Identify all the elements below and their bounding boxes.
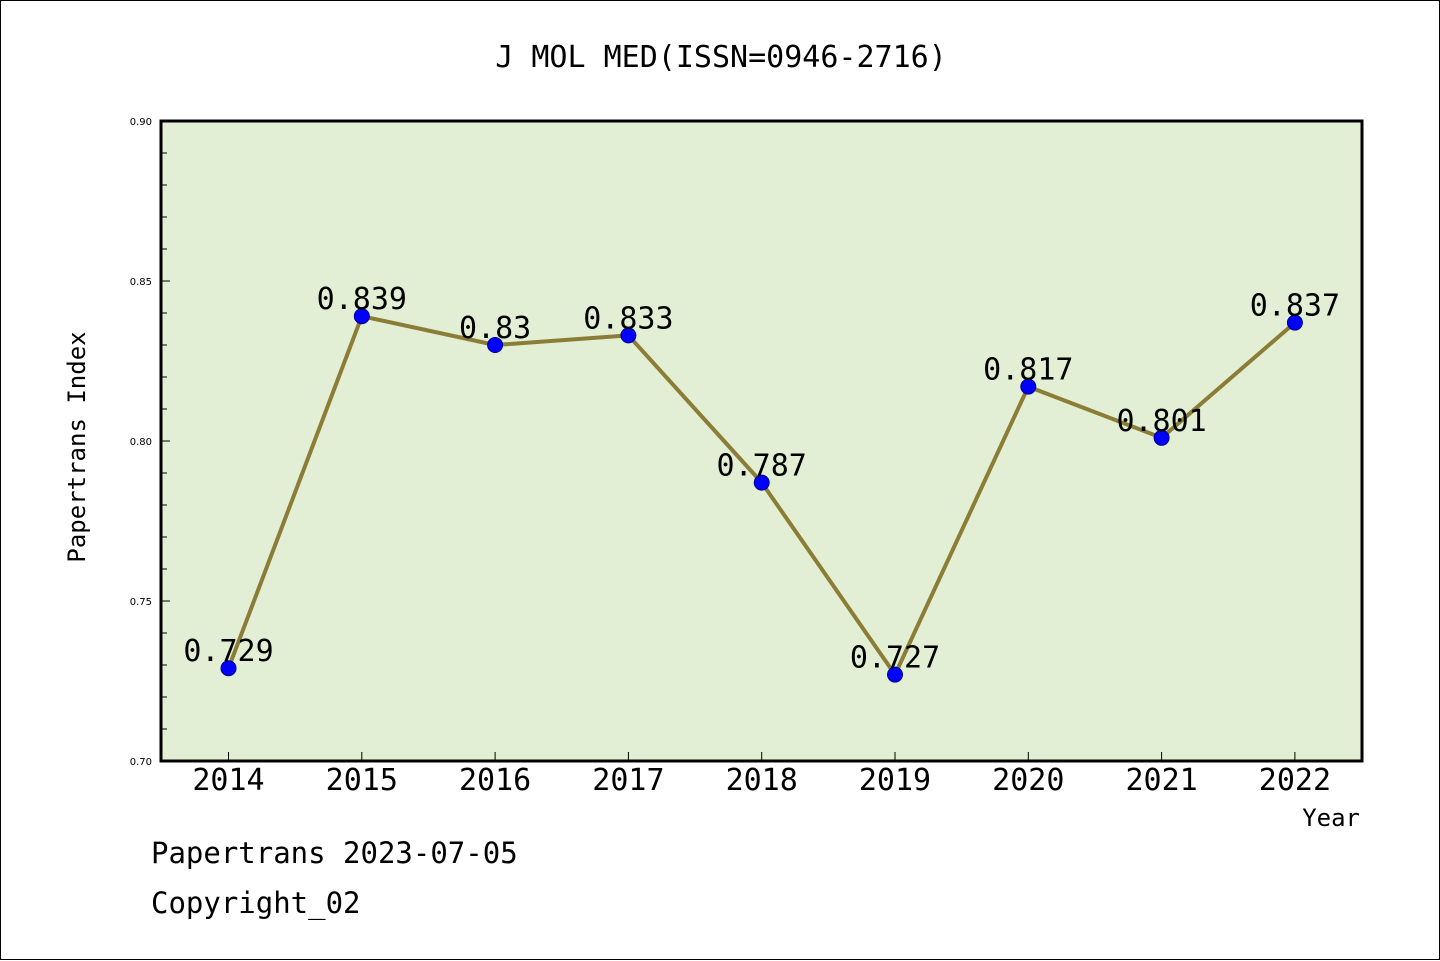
y-tick-label: 0.90 <box>130 117 152 128</box>
plot-area <box>159 119 1364 763</box>
x-tick-label: 2018 <box>726 763 798 798</box>
data-label: 0.787 <box>717 449 807 484</box>
data-label: 0.83 <box>459 311 531 346</box>
x-axis-ticks: 2014 2015 2016 2017 2018 2019 2020 2021 2022 <box>192 752 1331 798</box>
data-label: 0.837 <box>1250 289 1340 324</box>
x-tick-label: 2020 <box>992 763 1064 798</box>
x-axis-label: Year <box>1302 804 1360 832</box>
data-point <box>353 308 370 325</box>
data-point <box>1153 429 1170 446</box>
x-tick-label: 2019 <box>859 763 931 798</box>
x-tick-label: 2021 <box>1125 763 1197 798</box>
x-tick-label: 2022 <box>1259 763 1331 798</box>
data-point <box>753 474 770 491</box>
data-point <box>620 327 637 344</box>
footer-copyright: Copyright_02 <box>151 886 361 920</box>
y-axis-label: Papertrans Index <box>63 331 91 562</box>
data-label: 0.833 <box>583 301 673 336</box>
data-label: 0.801 <box>1116 404 1206 439</box>
y-tick-label: 0.85 <box>130 277 152 288</box>
x-tick-label: 2017 <box>592 763 664 798</box>
data-label: 0.839 <box>317 282 407 317</box>
x-tick-label: 2016 <box>459 763 531 798</box>
y-tick-label: 0.75 <box>130 597 152 608</box>
footer-date: Papertrans 2023-07-05 <box>151 836 518 870</box>
data-point <box>487 337 504 353</box>
chart-title: J MOL MED(ISSN=0946-2716) <box>495 40 947 75</box>
x-tick-label: 2014 <box>192 763 264 798</box>
data-point <box>887 666 903 683</box>
y-tick-label: 0.70 <box>130 757 152 768</box>
data-point <box>220 660 237 677</box>
x-tick-label: 2015 <box>326 763 398 798</box>
y-tick-label: 0.80 <box>130 437 152 448</box>
data-label: 0.817 <box>983 353 1073 388</box>
data-point <box>1020 378 1037 395</box>
data-point <box>1286 314 1303 331</box>
series-layer: 0.729 0.839 0.83 0.833 0.787 0.727 0.817 0.801 0… <box>183 282 1340 683</box>
y-axis-ticks: 0.70 0.75 0.80 0.85 0.90 <box>130 117 170 768</box>
data-label: 0.727 <box>850 641 940 676</box>
data-label: 0.729 <box>183 634 273 669</box>
